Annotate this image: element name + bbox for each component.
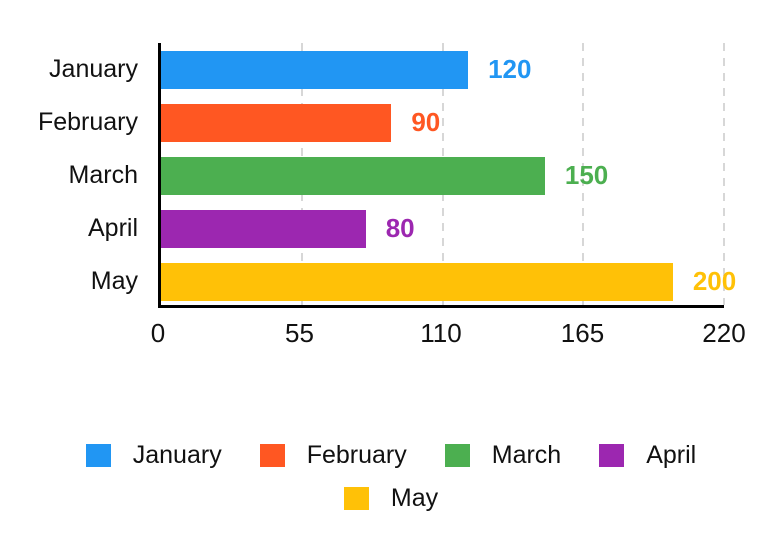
legend-item-april: April <box>599 441 696 470</box>
legend-label: January <box>132 441 222 469</box>
category-label: May <box>90 267 138 295</box>
bar-april <box>161 209 366 248</box>
legend-swatch-icon <box>259 444 285 467</box>
bar-row: 200 <box>161 255 736 308</box>
category-label: April <box>87 214 138 242</box>
category-axis-labels: January February March April May <box>0 43 158 308</box>
legend-swatch-icon <box>343 487 369 510</box>
bar-row: 120 <box>161 43 724 96</box>
bar-value-label: 120 <box>488 54 532 84</box>
category-label: January <box>49 55 138 83</box>
legend-item-may: May <box>343 484 439 513</box>
legend-swatch-icon <box>444 444 470 467</box>
x-axis-ticks: 0 55 110 165 220 <box>151 318 746 350</box>
bar-value-label: 90 <box>411 107 441 137</box>
legend-item-february: February <box>259 441 407 470</box>
bar-february <box>161 103 392 142</box>
legend-item-march: March <box>444 441 562 470</box>
category-label: February <box>37 108 138 136</box>
legend-swatch-icon <box>85 444 111 467</box>
x-tick-label: 55 <box>285 318 314 348</box>
x-tick-label: 0 <box>150 318 166 348</box>
bar-march <box>161 156 545 195</box>
legend-label: February <box>306 441 407 469</box>
bar-row: 90 <box>161 96 724 149</box>
legend-label: April <box>646 441 697 469</box>
bar-value-label: 150 <box>564 160 609 190</box>
bar-value-label: 80 <box>385 213 415 243</box>
plot-area: 120 90 150 80 200 <box>158 43 736 308</box>
x-tick-label: 110 <box>420 318 462 348</box>
legend-label: March <box>491 441 562 469</box>
chart-legend: January February March April May <box>66 441 716 513</box>
bar-row: 80 <box>161 202 724 255</box>
gridline <box>723 43 725 305</box>
gridline <box>582 43 585 305</box>
legend-swatch-icon <box>599 444 625 467</box>
category-label: March <box>68 161 138 189</box>
legend-label: May <box>390 484 439 512</box>
x-tick-label: 220 <box>702 318 746 348</box>
bar-may <box>161 262 673 301</box>
bar-value-label: 200 <box>692 266 737 296</box>
legend-item-january: January <box>85 441 222 470</box>
bar-january <box>161 50 469 89</box>
bar-chart: January February March April May 120 90 150 80 2… <box>0 43 736 308</box>
x-tick-label: 165 <box>560 318 605 348</box>
bar-row: 150 <box>161 149 724 202</box>
